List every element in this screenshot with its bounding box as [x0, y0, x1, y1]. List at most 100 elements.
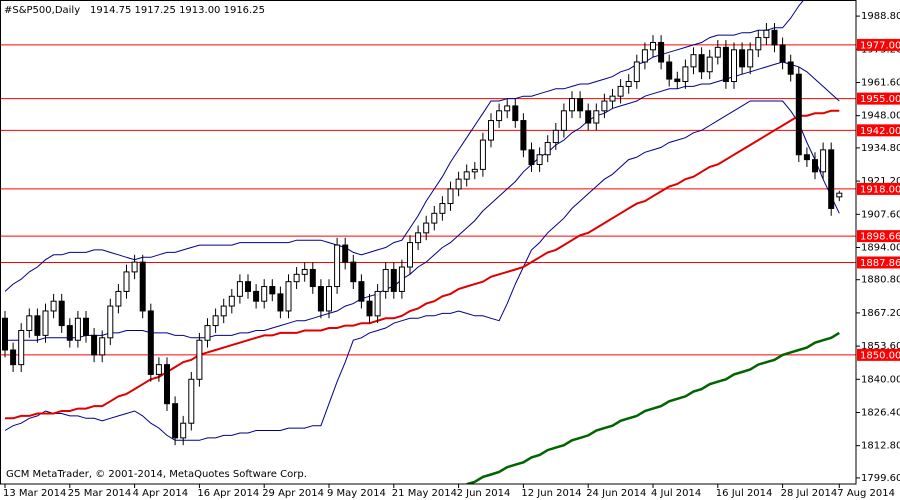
candle-body [836, 192, 843, 198]
x-tick-label: 25 Mar 2014 [68, 488, 131, 499]
candle-body [706, 56, 713, 73]
candle-body [722, 46, 729, 83]
level-label: 1977.00 [860, 40, 900, 51]
x-tick-label: 21 May 2014 [392, 488, 457, 499]
candle-body [431, 212, 438, 224]
y-tick-label: 1894.00 [861, 242, 900, 253]
candle-body [463, 171, 470, 180]
candle-body [342, 244, 349, 263]
indicator-line [466, 331, 840, 484]
candle-body [479, 139, 486, 170]
level-label: 1955.00 [860, 94, 900, 105]
candle-body [42, 310, 49, 336]
candle-body [633, 61, 640, 83]
candle-body [83, 317, 89, 336]
candle-body [820, 149, 827, 173]
candle-body [293, 273, 300, 283]
candle-body [536, 154, 543, 166]
candle-body [66, 325, 73, 341]
level-tag [857, 182, 900, 195]
y-tick-label: 1840.00 [861, 374, 900, 385]
candle-body [528, 149, 535, 166]
y-tick-label: 1880.80 [861, 275, 900, 286]
x-tick-label: 4 Jul 2014 [651, 488, 701, 499]
candle-body [828, 149, 835, 209]
candle-body [658, 41, 665, 63]
y-tick-label: 1921.20 [861, 176, 900, 187]
candle-body [277, 293, 284, 312]
y-tick-label: 1934.80 [861, 143, 900, 154]
candle-body [180, 422, 187, 439]
candle-body [74, 317, 81, 341]
x-tick-label: 16 Jul 2014 [716, 488, 773, 499]
candle-body [123, 271, 130, 292]
x-tick-label: 24 Jun 2014 [586, 488, 646, 499]
candle-body [326, 286, 332, 312]
x-tick-label: 16 Apr 2014 [197, 488, 259, 499]
candle-body [666, 61, 673, 80]
candle-body [18, 329, 25, 366]
candle-body [601, 100, 608, 112]
y-tick-label: 1961.60 [861, 77, 900, 88]
x-tick-label: 12 Jun 2014 [521, 488, 581, 499]
candle-body [366, 300, 373, 317]
y-tick-label: 1948.00 [861, 111, 900, 122]
candle-body [115, 290, 122, 307]
candle-body [407, 242, 413, 268]
candle-body [50, 300, 57, 312]
candle-body [787, 61, 794, 75]
level-tag [857, 230, 900, 243]
candle-body [58, 300, 65, 327]
candle-body [261, 286, 268, 302]
y-tick-label: 1988.80 [861, 11, 900, 22]
candle-body [585, 110, 592, 124]
candle-body [301, 268, 308, 275]
candle-body [447, 188, 454, 205]
candle-body [253, 290, 260, 302]
candle-body [560, 110, 567, 131]
candle-body [34, 315, 41, 336]
candle-body [755, 37, 762, 51]
level-label: 1918.00 [860, 184, 900, 195]
candle-body [739, 49, 746, 68]
candle-body [488, 120, 494, 141]
chart-title: #S&P500,Daily [4, 5, 80, 16]
candle-body [147, 310, 154, 375]
candle-body [731, 49, 737, 83]
candle-body [196, 339, 203, 380]
x-tick-label: 9 May 2014 [327, 488, 386, 499]
candle-body [771, 29, 778, 46]
candle-body [10, 349, 17, 366]
x-tick-label: 13 Mar 2014 [3, 488, 66, 499]
candle-body [317, 286, 324, 312]
candle-body [26, 315, 33, 331]
level-label: 1887.86 [860, 258, 900, 269]
candle-body [309, 268, 316, 288]
candle-body [520, 120, 527, 151]
candle-body [358, 281, 365, 302]
candle-body [374, 290, 381, 317]
level-label: 1898.66 [860, 232, 900, 243]
candle-body [496, 110, 503, 122]
candle-body [512, 105, 519, 122]
level-tag [857, 256, 900, 269]
candle-body [285, 281, 292, 312]
plot-area [0, 0, 856, 484]
candle-body [131, 261, 138, 273]
y-tick-label: 1853.60 [861, 341, 900, 352]
candle-body [245, 281, 251, 292]
copyright: GCM MetaTrader, © 2001-2014, MetaQuotes … [6, 469, 307, 480]
candle-body [763, 29, 770, 39]
candle-body [569, 98, 575, 112]
candle-body [155, 364, 162, 375]
y-tick-label: 1826.40 [861, 407, 900, 418]
candle-body [269, 286, 276, 295]
plot-border [0, 0, 857, 485]
x-tick-label: 28 Jul 2014 [781, 488, 838, 499]
candle-body [625, 81, 632, 87]
x-tick-label: 29 Apr 2014 [262, 488, 324, 499]
candle-body [236, 281, 243, 297]
ohlc-header: 1914.75 1917.25 1913.00 1916.25 [90, 5, 265, 16]
candle-body [552, 129, 559, 144]
